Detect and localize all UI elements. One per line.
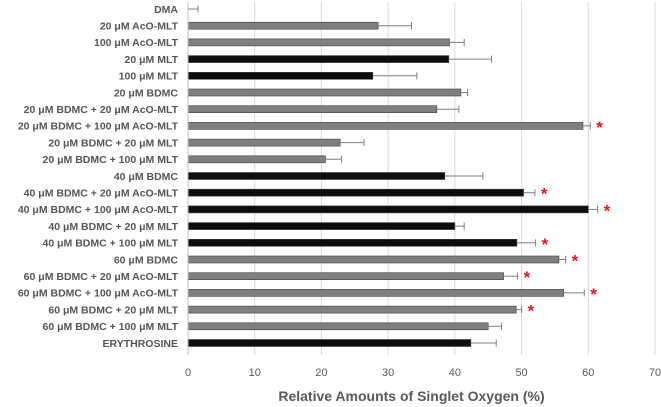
bar [187,188,524,197]
error-bar [488,322,503,330]
error-bar [325,155,342,163]
category-label: 40 μM BDMC + 100 μM AcO-MLT [18,204,179,216]
bar [187,272,504,281]
category-label: 40 μM BDMC + 20 μM MLT [48,221,178,233]
bar [187,105,438,113]
category-label: 40 μM BDMC + 20 μM AcO-MLT [24,188,179,200]
category-label: DMA [154,4,178,16]
bar [187,255,560,264]
category-label: 40 μM BDMC [114,171,179,183]
significance-asterisk: * [528,302,535,321]
significance-asterisk: * [604,201,611,220]
error-bar [340,139,365,147]
x-tick-label: 40 [449,367,461,379]
x-tick-label: 70 [649,367,661,379]
category-label: 60 μM BDMC + 20 μM MLT [48,304,178,316]
error-bar [523,189,536,197]
bar [187,305,517,314]
significance-asterisk: * [541,185,548,204]
significance-asterisk: * [524,268,531,287]
error-bar [454,222,465,230]
x-tick-label: 0 [185,367,191,379]
category-label: 60 μM BDMC + 100 μM MLT [43,321,179,333]
error-bar [449,38,465,46]
bar [187,289,564,297]
x-tick-labels: 0 10 20 30 40 50 60 70 [185,367,661,379]
category-label: 60 μM BDMC + 100 μM AcO-MLT [18,288,179,300]
significance-asterisk: * [590,285,597,304]
category-label: 20 μM BDMC + 20 μM MLT [48,137,178,149]
error-bar [563,289,585,297]
bar [187,322,489,331]
significance-marks: * * * * * * * * [524,118,611,321]
x-tick-label: 60 [582,367,594,379]
error-bar [503,272,519,280]
category-label: ERYTHROSINE [103,338,178,350]
category-labels: DMA 20 μM AcO-MLT 100 μM AcO-MLT 20 μM MLT 1… [18,4,179,350]
error-bar [436,105,460,113]
error-bar [558,256,567,263]
bar [187,55,450,63]
category-label: 60 μM BDMC + 20 μM AcO-MLT [24,271,179,283]
x-axis-title: Relative Amounts of Singlet Oxygen (%) [278,388,544,404]
significance-asterisk: * [542,235,549,254]
error-bar [582,122,591,130]
significance-asterisk: * [572,252,579,271]
bar [187,21,379,30]
bar [187,38,450,47]
category-label: 100 μM AcO-MLT [94,37,179,49]
bar [187,138,341,147]
bar [187,88,462,97]
x-tick-label: 10 [249,367,261,379]
error-bar [372,72,418,80]
category-label: 20 μM AcO-MLT [100,21,179,33]
bar [187,339,472,347]
significance-asterisk: * [596,118,603,137]
bar [187,222,456,230]
error-bars [188,5,599,347]
error-bar [378,22,412,30]
category-label: 20 μM MLT [125,54,179,66]
category-label: 40 μM BDMC + 100 μM MLT [43,238,179,250]
category-label: 20 μM BDMC + 100 μM AcO-MLT [18,121,179,133]
x-tick-label: 20 [315,367,327,379]
error-bar [444,172,484,180]
error-bar [460,89,469,96]
error-bar [516,306,523,314]
bar [187,205,589,214]
bar [187,155,326,164]
x-tick-label: 50 [515,367,527,379]
error-bar [588,205,599,213]
error-bar [188,5,199,13]
category-label: 60 μM BDMC [114,254,179,266]
error-bar [516,239,537,247]
category-label: 20 μM BDMC [114,87,179,99]
x-tick-label: 30 [382,367,394,379]
bar [187,72,374,80]
category-label: 100 μM MLT [119,71,179,83]
category-label: 20 μM BDMC + 20 μM AcO-MLT [24,104,179,116]
error-bar [448,55,493,63]
bar [187,122,584,130]
bar [187,172,446,180]
bar [187,239,518,247]
error-bar [470,339,497,347]
category-label: 20 μM BDMC + 100 μM MLT [43,154,179,166]
